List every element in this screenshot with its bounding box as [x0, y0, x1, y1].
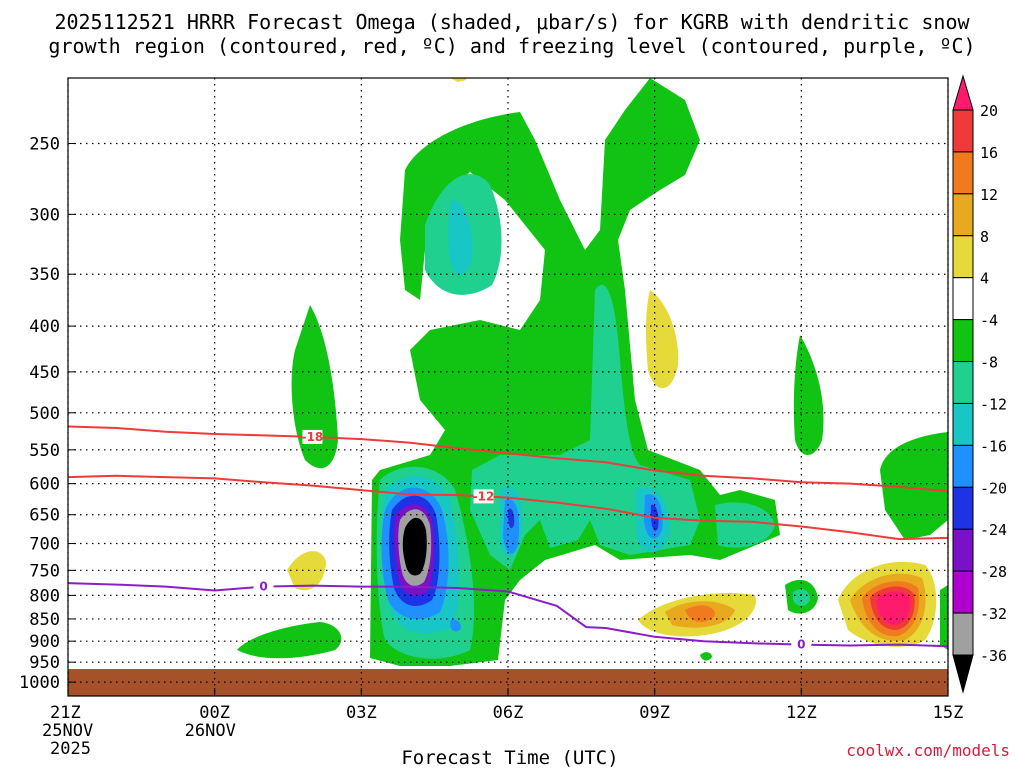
y-tick-label: 950 — [29, 653, 60, 673]
contour-label-bg — [473, 489, 494, 504]
omega-region-black-core — [402, 517, 427, 576]
omega-region-green-dot-lower — [700, 652, 712, 661]
x-tick-label: 21Z — [50, 703, 81, 723]
x-tick-label: 12Z — [786, 703, 817, 723]
contour-label-bg — [791, 637, 812, 652]
y-tick-label: 1000 — [19, 673, 60, 693]
contour-layer: -18 -12 0 0 — [67, 425, 949, 652]
x-tick-label: 09Z — [639, 703, 670, 723]
contour-label-freezing-level: 0 — [797, 638, 805, 652]
colorbar-swatch — [952, 193, 974, 237]
colorbar-swatch — [952, 319, 974, 363]
y-tick-label: 550 — [29, 441, 60, 461]
chart-title-line2: growth region (contoured, red, ºC) and f… — [48, 34, 975, 58]
x-axis-label: Forecast Time (UTC) — [401, 747, 618, 768]
colorbar-swatch — [952, 486, 974, 530]
x-tick-date: 26NOV — [185, 721, 236, 741]
colorbar-swatch — [952, 151, 974, 195]
contour-label-dendritic-min: -18 — [302, 430, 324, 444]
omega-region-yellow-upper-right — [645, 290, 679, 389]
colorbar-bottom-arrow — [952, 654, 974, 694]
omega-region-green-left — [291, 305, 338, 469]
contour-label-dendritic-max: -12 — [473, 489, 495, 503]
contour-label-freezing-level: 0 — [259, 580, 267, 594]
x-tick-label: 06Z — [493, 703, 524, 723]
colorbar-swatch — [952, 570, 974, 614]
y-tick-label: 300 — [29, 205, 60, 225]
y-tick-label: 400 — [29, 317, 60, 337]
x-tick-year: 2025 — [50, 739, 91, 759]
x-tick-label: 00Z — [199, 703, 230, 723]
y-tick-label: 900 — [29, 632, 60, 652]
omega-region-darkorange-lower — [685, 605, 715, 622]
x-tick-label: 15Z — [933, 703, 964, 723]
colorbar: 20 16 12 8 4 -4 -8 -12 -16 -20 -24 -28 -32 -36 — [952, 74, 1007, 694]
y-tick-label: 800 — [29, 586, 60, 606]
colorbar-tick-label: 20 — [980, 102, 998, 120]
omega-region-teal-small-right — [793, 589, 810, 606]
y-tick-label: 850 — [29, 610, 60, 630]
y-tick-label: 650 — [29, 506, 60, 526]
omega-region-green-far-right — [880, 432, 948, 540]
x-tick-date: 25NOV — [42, 721, 93, 741]
colorbar-tick-label: 8 — [980, 228, 989, 246]
y-tick-label: 250 — [29, 135, 60, 155]
x-tick-label: 03Z — [346, 703, 377, 723]
y-tick-label: 450 — [29, 363, 60, 383]
y-tick-label: 500 — [29, 404, 60, 424]
colorbar-tick-label: -36 — [980, 647, 1007, 665]
colorbar-tick-label: 16 — [980, 144, 998, 162]
colorbar-tick-label: -4 — [980, 312, 998, 330]
omega-region-blue-small — [450, 619, 461, 632]
omega-region-teal-right — [715, 502, 775, 548]
contour-dendritic-max — [67, 474, 949, 541]
y-axis: 2503003504004505005506006507007508008509… — [19, 135, 76, 693]
omega-region-cyan-upper — [448, 200, 473, 275]
colorbar-tick-label: -24 — [980, 521, 1007, 539]
colorbar-swatch — [952, 528, 974, 572]
colorbar-tick-label: 12 — [980, 186, 998, 204]
omega-region-green-edge — [940, 585, 948, 650]
chart-title-line1: 2025112521 HRRR Forecast Omega (shaded, … — [54, 10, 970, 34]
omega-region-darkblue-mid — [508, 508, 515, 529]
colorbar-tick-label: 4 — [980, 270, 989, 288]
colorbar-swatch — [952, 277, 974, 321]
y-tick-label: 700 — [29, 535, 60, 555]
colorbar-tick-label: -20 — [980, 479, 1007, 497]
omega-region-top-yellow — [450, 78, 467, 82]
colorbar-swatch — [952, 612, 974, 656]
y-tick-label: 750 — [29, 561, 60, 581]
credit-text[interactable]: coolwx.com/models — [846, 741, 1010, 760]
omega-region-green-right — [793, 335, 824, 455]
colorbar-swatch — [952, 109, 974, 153]
contour-dendritic-min — [67, 425, 949, 493]
contour-label-bg — [253, 579, 274, 594]
colorbar-swatch — [952, 444, 974, 488]
colorbar-top-arrow — [952, 74, 974, 111]
contour-label-bg — [302, 429, 323, 444]
y-tick-label: 350 — [29, 265, 60, 285]
colorbar-swatch — [952, 235, 974, 279]
colorbar-tick-label: -32 — [980, 605, 1007, 623]
colorbar-tick-label: -16 — [980, 437, 1007, 455]
colorbar-tick-label: -12 — [980, 395, 1007, 413]
colorbar-tick-label: -28 — [980, 563, 1007, 581]
y-tick-label: 600 — [29, 475, 60, 495]
omega-region-yellow-left — [287, 551, 326, 591]
omega-shading — [237, 78, 948, 666]
colorbar-swatch — [952, 361, 974, 404]
omega-region-pink-far-right — [876, 591, 911, 625]
omega-region-green-bottom-left — [237, 622, 342, 659]
colorbar-tick-label: -8 — [980, 354, 998, 372]
colorbar-swatch — [952, 402, 974, 446]
